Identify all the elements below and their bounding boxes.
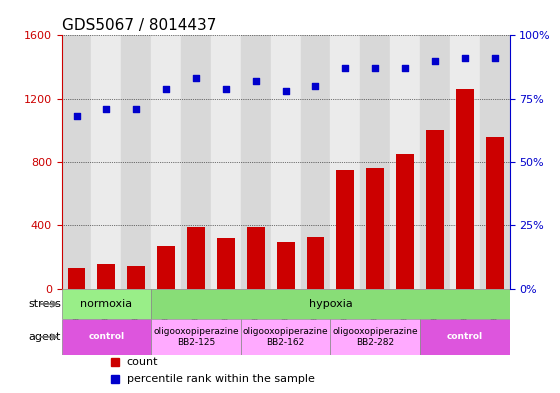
Bar	[127, 266, 145, 289]
Point	[281, 88, 290, 94]
Text: control: control	[447, 332, 483, 342]
Bar	[456, 89, 474, 289]
Point	[221, 85, 230, 92]
Point	[431, 57, 440, 64]
Bar	[330, 35, 360, 289]
Point	[72, 113, 81, 119]
Text: oligooxopiperazine
BB2-162: oligooxopiperazine BB2-162	[243, 327, 328, 347]
Point	[251, 78, 260, 84]
Text: GDS5067 / 8014437: GDS5067 / 8014437	[62, 18, 216, 33]
Text: stress: stress	[28, 299, 61, 309]
Point	[192, 75, 200, 82]
Bar	[211, 35, 241, 289]
Text: hypoxia: hypoxia	[309, 299, 352, 309]
Bar	[480, 35, 510, 289]
Bar	[270, 35, 301, 289]
Bar	[241, 319, 330, 355]
Bar	[181, 35, 211, 289]
Bar	[151, 289, 510, 319]
Bar	[151, 35, 181, 289]
Point	[400, 65, 409, 72]
Text: agent: agent	[29, 332, 61, 342]
Text: percentile rank within the sample: percentile rank within the sample	[127, 374, 314, 384]
Text: oligooxopiperazine
BB2-282: oligooxopiperazine BB2-282	[333, 327, 418, 347]
Bar	[68, 268, 86, 289]
Bar	[360, 35, 390, 289]
Bar	[62, 289, 151, 319]
Bar	[420, 35, 450, 289]
Bar	[301, 35, 330, 289]
Bar	[217, 238, 235, 289]
Point	[460, 55, 469, 61]
Bar	[420, 319, 510, 355]
Bar	[97, 264, 115, 289]
Bar	[151, 319, 241, 355]
Bar	[306, 237, 324, 289]
Point	[490, 55, 499, 61]
Point	[132, 106, 141, 112]
Bar	[247, 227, 265, 289]
Bar	[450, 35, 480, 289]
Text: normoxia: normoxia	[80, 299, 133, 309]
Point	[162, 85, 171, 92]
Bar	[396, 154, 414, 289]
Bar	[241, 35, 270, 289]
Bar	[91, 35, 122, 289]
Bar	[426, 130, 444, 289]
Bar	[62, 319, 151, 355]
Point	[371, 65, 380, 72]
Point	[102, 106, 111, 112]
Bar	[337, 170, 354, 289]
Bar	[330, 319, 420, 355]
Bar	[62, 35, 91, 289]
Text: oligooxopiperazine
BB2-125: oligooxopiperazine BB2-125	[153, 327, 239, 347]
Bar	[277, 242, 295, 289]
Bar	[486, 137, 503, 289]
Bar	[187, 227, 205, 289]
Bar	[366, 169, 384, 289]
Text: count: count	[127, 357, 158, 367]
Text: control: control	[88, 332, 124, 342]
Bar	[122, 35, 151, 289]
Bar	[157, 246, 175, 289]
Point	[311, 83, 320, 89]
Bar	[390, 35, 420, 289]
Point	[341, 65, 350, 72]
